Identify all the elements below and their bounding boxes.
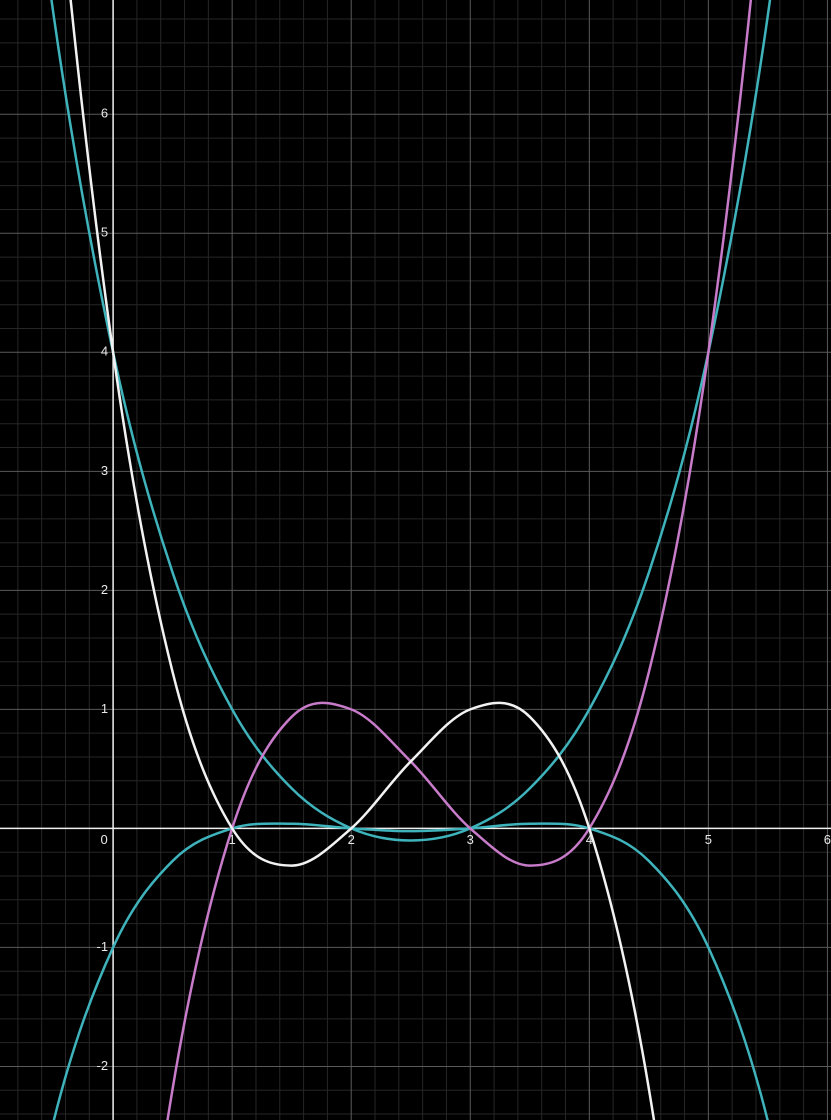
x-tick-label: 4 xyxy=(586,832,593,847)
x-tick-label: 5 xyxy=(705,832,712,847)
y-tick-label: -1 xyxy=(97,939,109,954)
y-tick-label: 5 xyxy=(101,225,108,240)
x-tick-label: 6 xyxy=(824,832,831,847)
y-tick-label: -2 xyxy=(97,1058,109,1073)
y-tick-label: 3 xyxy=(101,463,108,478)
y-tick-label: 6 xyxy=(101,106,108,121)
x-tick-label: 3 xyxy=(467,832,474,847)
curve xyxy=(52,822,769,1120)
y-tick-label: 2 xyxy=(101,582,108,597)
x-tick-label: 2 xyxy=(348,832,355,847)
curve xyxy=(50,0,772,842)
x-tick-label: 1 xyxy=(229,832,236,847)
y-tick-label: 4 xyxy=(101,344,108,359)
y-tick-label: 1 xyxy=(101,701,108,716)
x-tick-label: 0 xyxy=(100,832,107,847)
